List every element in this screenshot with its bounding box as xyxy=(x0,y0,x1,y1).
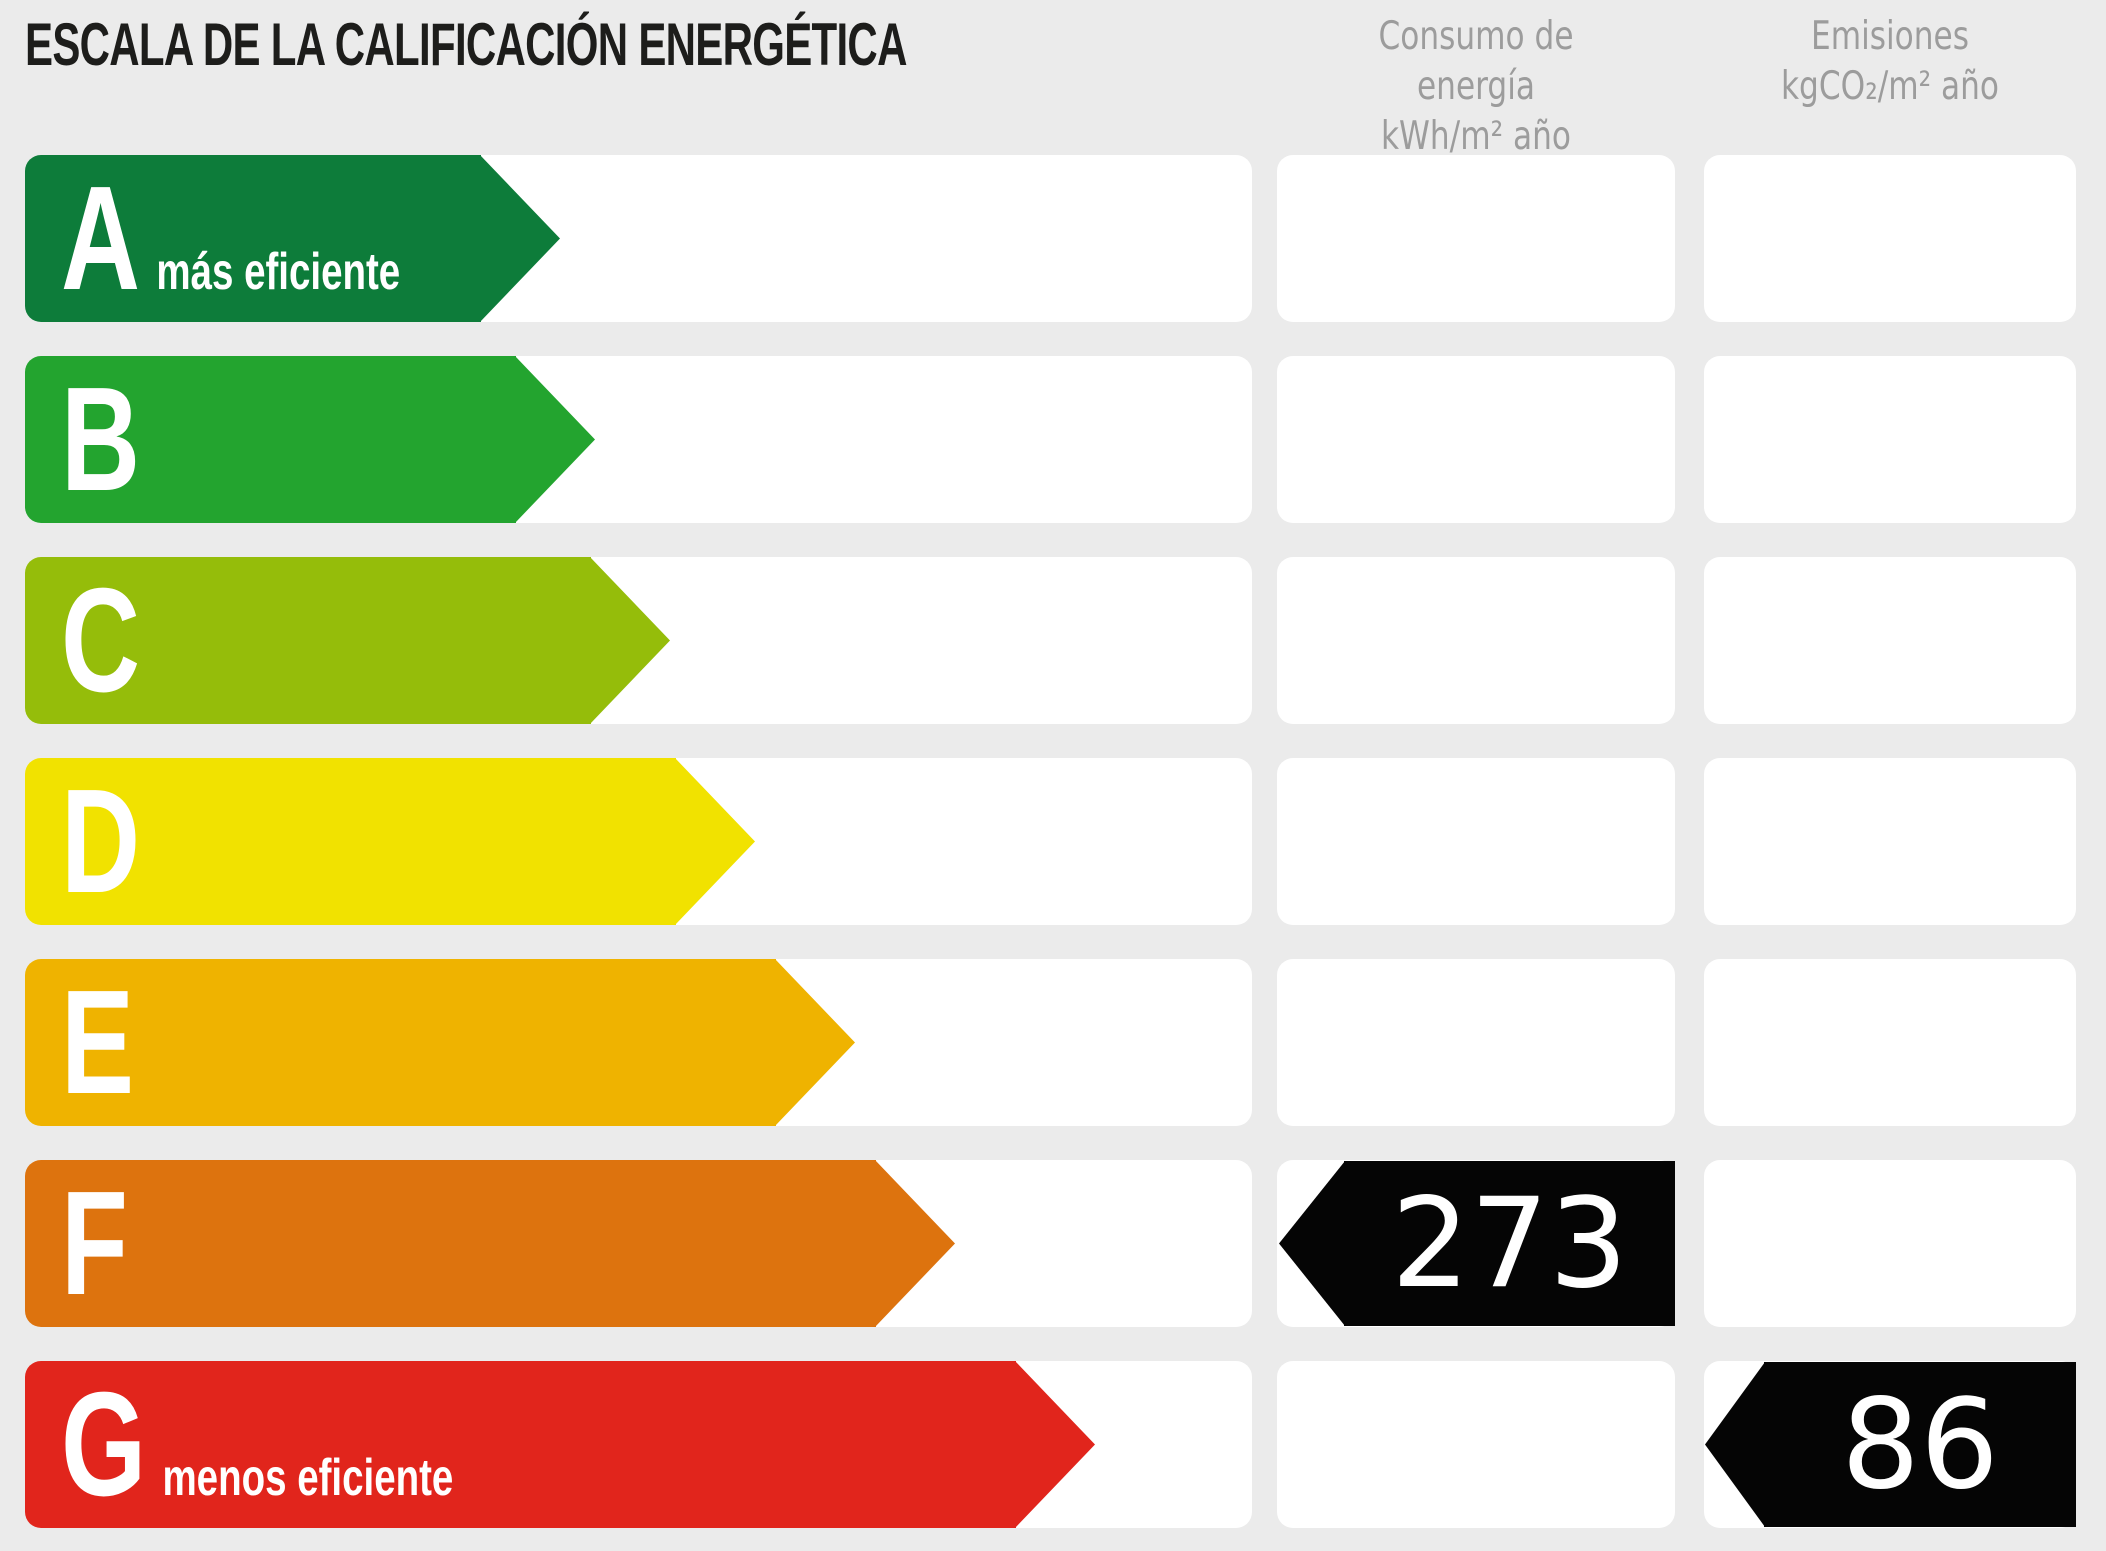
rating-bar-body: F xyxy=(25,1160,876,1327)
rating-bar-arrowhead-icon xyxy=(480,155,560,322)
rating-bar: G menos eficiente xyxy=(25,1361,1095,1528)
emissions-header-line2: kgCO₂/m² año xyxy=(1780,63,2000,109)
rating-letter: G xyxy=(61,1361,147,1527)
rating-bar: A más eficiente xyxy=(25,155,560,322)
rating-row-b: B xyxy=(0,356,2106,523)
rating-bar-arrowhead-icon xyxy=(775,959,855,1126)
rating-letter: A xyxy=(61,155,141,321)
rating-bar: F xyxy=(25,1160,955,1327)
rating-bar-arrowhead-icon xyxy=(515,356,595,523)
emissions-cell xyxy=(1704,1160,2076,1327)
rating-row-g: G menos eficiente 86 xyxy=(0,1361,2106,1528)
consumption-cell xyxy=(1277,1361,1675,1528)
rating-bar-text: D xyxy=(61,758,141,924)
emissions-value-marker: 86 xyxy=(1705,1362,2076,1527)
rating-bar-text: B xyxy=(61,356,141,522)
consumption-cell xyxy=(1277,356,1675,523)
rating-bar-arrowhead-icon xyxy=(590,557,670,724)
rating-bar-text: A más eficiente xyxy=(61,155,401,321)
emissions-header-line1: Emisiones xyxy=(1810,14,1969,59)
rating-row-a: A más eficiente xyxy=(0,155,2106,322)
rating-bar-text: C xyxy=(61,557,141,723)
consumption-header-line2: kWh/m² año xyxy=(1380,113,1571,159)
rating-bar-arrowhead-icon xyxy=(1015,1361,1095,1528)
consumption-column-header: Consumo de energía kWh/m² año xyxy=(1317,12,1635,162)
rating-letter: D xyxy=(61,758,141,924)
rating-row-f: F 273 xyxy=(0,1160,2106,1327)
rating-row-d: D xyxy=(0,758,2106,925)
rating-label: más eficiente xyxy=(156,242,401,301)
rating-bar: B xyxy=(25,356,595,523)
value-arrow-tip-icon xyxy=(1279,1161,1345,1326)
value-arrow-body: 273 xyxy=(1344,1161,1675,1326)
rating-bar-text: G menos eficiente xyxy=(61,1361,454,1527)
rating-letter: F xyxy=(61,1160,128,1326)
consumption-cell xyxy=(1277,758,1675,925)
rating-row-e: E xyxy=(0,959,2106,1126)
rating-rows: A más eficiente B xyxy=(0,155,2106,1528)
rating-bar-text: F xyxy=(61,1160,128,1326)
rating-letter: B xyxy=(61,356,141,522)
rating-bar: C xyxy=(25,557,670,724)
consumption-cell xyxy=(1277,155,1675,322)
rating-label: menos eficiente xyxy=(162,1448,454,1507)
rating-bar: D xyxy=(25,758,755,925)
emissions-cell xyxy=(1704,758,2076,925)
rating-letter: C xyxy=(61,557,141,723)
value-arrow-body: 86 xyxy=(1764,1362,2076,1527)
emissions-cell xyxy=(1704,557,2076,724)
emissions-cell xyxy=(1704,959,2076,1126)
rating-bar-body: A más eficiente xyxy=(25,155,481,322)
consumption-cell xyxy=(1277,557,1675,724)
rating-letter: E xyxy=(61,959,135,1125)
rating-bar-text: E xyxy=(61,959,135,1125)
consumption-header-line1: Consumo de energía xyxy=(1378,14,1574,109)
rating-bar-body: D xyxy=(25,758,676,925)
value-arrow-tip-icon xyxy=(1705,1362,1765,1527)
page-title: ESCALA DE LA CALIFICACIÓN ENERGÉTICA xyxy=(25,11,907,78)
rating-bar: E xyxy=(25,959,855,1126)
rating-bar-body: E xyxy=(25,959,776,1126)
rating-bar-body: G menos eficiente xyxy=(25,1361,1016,1528)
rating-bar-body: C xyxy=(25,557,591,724)
rating-row-c: C xyxy=(0,557,2106,724)
rating-bar-body: B xyxy=(25,356,516,523)
rating-bar-arrowhead-icon xyxy=(875,1160,955,1327)
emissions-cell xyxy=(1704,155,2076,322)
emissions-value: 86 xyxy=(1841,1372,1999,1517)
rating-bar-arrowhead-icon xyxy=(675,758,755,925)
consumption-value-marker: 273 xyxy=(1279,1161,1675,1326)
emissions-column-header: Emisiones kgCO₂/m² año xyxy=(1741,12,2039,112)
consumption-value: 273 xyxy=(1391,1171,1628,1316)
emissions-cell xyxy=(1704,356,2076,523)
consumption-cell xyxy=(1277,959,1675,1126)
